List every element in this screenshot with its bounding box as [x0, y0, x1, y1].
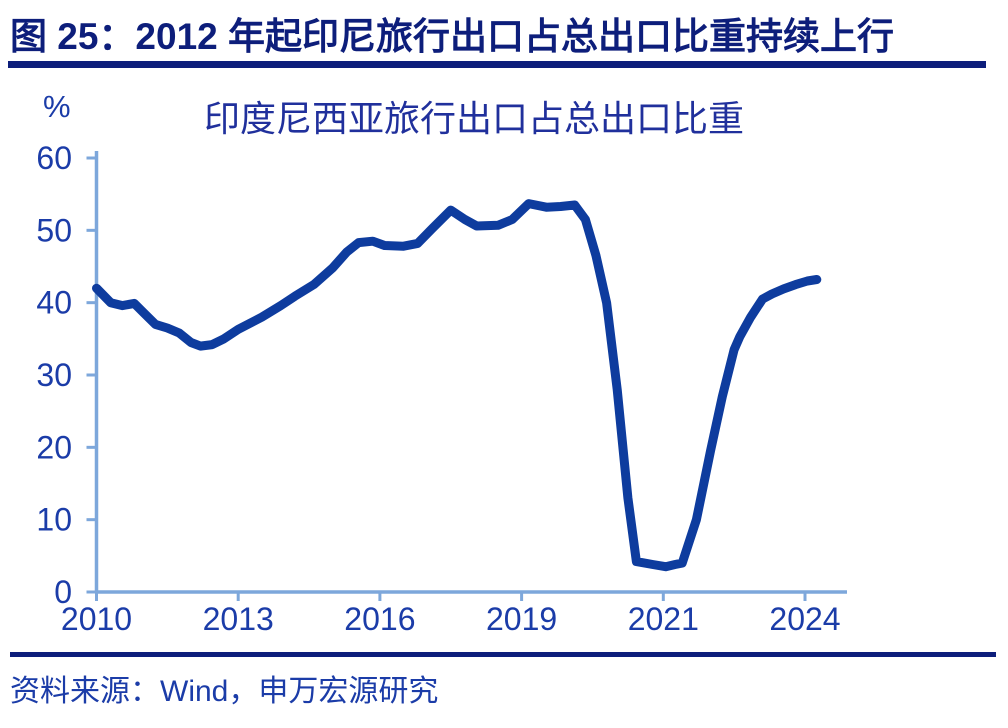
x-tick-label: 2019 [486, 601, 557, 637]
y-tick-label: 0 [54, 574, 72, 610]
chart-title: 印度尼西亚旅行出口占总出口比重 [203, 98, 744, 139]
x-tick-label: 2024 [769, 601, 840, 637]
figure-title: 图 25：2012 年起印尼旅行出口占总出口比重持续上行 [10, 16, 895, 57]
travel-export-share-line [92, 199, 822, 572]
y-tick-label: 50 [36, 212, 72, 248]
source-note: 资料来源：Wind，申万宏源研究 [10, 675, 439, 708]
y-axis-unit-label: % [43, 89, 71, 124]
x-tick-label: 2013 [203, 601, 274, 637]
y-tick-label: 60 [36, 140, 72, 176]
footer-rule [10, 652, 996, 657]
x-tick-label: 2021 [628, 601, 699, 637]
title-underline [8, 61, 986, 68]
x-tick-label: 2010 [61, 601, 132, 637]
y-tick-label: 10 [36, 502, 72, 538]
y-tick-label: 20 [36, 429, 72, 465]
y-tick-label: 30 [36, 357, 72, 393]
y-tick-label: 40 [36, 285, 72, 321]
x-tick-label: 2016 [344, 601, 415, 637]
